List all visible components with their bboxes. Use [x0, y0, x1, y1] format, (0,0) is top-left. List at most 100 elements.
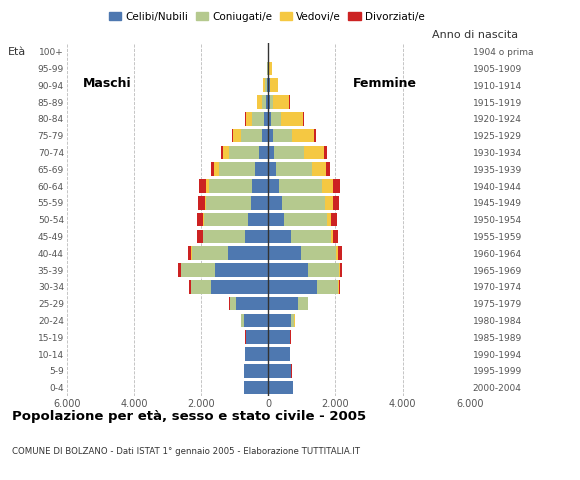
Bar — [303, 112, 304, 126]
Bar — [268, 229, 291, 243]
Bar — [236, 297, 268, 311]
Bar — [264, 112, 268, 126]
Text: Anno di nascita: Anno di nascita — [432, 30, 518, 40]
Bar — [312, 162, 326, 176]
Bar — [245, 112, 252, 126]
Bar — [252, 112, 264, 126]
Bar — [230, 297, 236, 311]
Bar — [269, 61, 272, 75]
Bar — [333, 196, 339, 210]
Bar — [292, 129, 314, 143]
Bar — [282, 196, 325, 210]
Bar — [197, 213, 203, 227]
Bar — [257, 95, 262, 109]
Bar — [281, 112, 303, 126]
Bar — [246, 330, 268, 344]
Bar — [276, 162, 312, 176]
Bar — [268, 313, 291, 327]
Bar — [241, 313, 244, 327]
Bar — [252, 179, 268, 193]
Bar — [211, 280, 268, 294]
Bar — [251, 196, 268, 210]
Bar — [267, 78, 268, 92]
Bar — [189, 280, 191, 294]
Bar — [273, 95, 289, 109]
Text: Femmine: Femmine — [353, 77, 417, 90]
Bar — [215, 162, 219, 176]
Text: Età: Età — [8, 47, 27, 57]
Bar — [324, 145, 327, 159]
Bar — [204, 213, 248, 227]
Bar — [268, 145, 274, 159]
Bar — [223, 145, 229, 159]
Bar — [268, 162, 276, 176]
Bar — [301, 246, 336, 260]
Bar — [206, 179, 209, 193]
Bar — [203, 213, 204, 227]
Bar — [291, 313, 295, 327]
Bar — [206, 196, 251, 210]
Bar — [204, 229, 245, 243]
Bar — [268, 364, 291, 378]
Bar — [241, 129, 262, 143]
Bar — [205, 196, 206, 210]
Bar — [331, 229, 333, 243]
Bar — [303, 145, 324, 159]
Bar — [268, 78, 270, 92]
Bar — [255, 162, 268, 176]
Bar — [336, 246, 338, 260]
Text: Popolazione per età, sesso e stato civile - 2005: Popolazione per età, sesso e stato civil… — [12, 410, 366, 423]
Bar — [268, 297, 298, 311]
Bar — [268, 196, 282, 210]
Bar — [268, 112, 271, 126]
Bar — [331, 213, 337, 227]
Bar — [326, 162, 329, 176]
Bar — [268, 129, 273, 143]
Bar — [233, 129, 241, 143]
Bar — [229, 145, 259, 159]
Bar — [268, 381, 293, 395]
Bar — [245, 229, 268, 243]
Bar — [269, 45, 270, 59]
Bar — [339, 280, 340, 294]
Bar — [325, 196, 333, 210]
Bar — [262, 95, 266, 109]
Bar — [244, 313, 268, 327]
Text: COMUNE DI BOLZANO - Dati ISTAT 1° gennaio 2005 - Elaborazione TUTTITALIA.IT: COMUNE DI BOLZANO - Dati ISTAT 1° gennai… — [12, 447, 360, 456]
Text: Maschi: Maschi — [83, 77, 132, 90]
Bar — [298, 297, 307, 311]
Legend: Celibi/Nubili, Coniugati/e, Vedovi/e, Divorziati/e: Celibi/Nubili, Coniugati/e, Vedovi/e, Di… — [104, 8, 429, 26]
Bar — [209, 179, 252, 193]
Bar — [273, 129, 292, 143]
Bar — [268, 213, 284, 227]
Bar — [228, 246, 268, 260]
Bar — [200, 179, 206, 193]
Bar — [270, 95, 273, 109]
Bar — [262, 129, 268, 143]
Bar — [338, 246, 342, 260]
Bar — [244, 381, 268, 395]
Bar — [248, 213, 268, 227]
Bar — [270, 78, 278, 92]
Bar — [268, 347, 290, 361]
Bar — [222, 145, 223, 159]
Bar — [178, 263, 181, 277]
Bar — [244, 364, 268, 378]
Bar — [284, 213, 327, 227]
Bar — [274, 145, 303, 159]
Bar — [259, 145, 268, 159]
Bar — [265, 78, 267, 92]
Bar — [188, 246, 191, 260]
Bar — [203, 229, 204, 243]
Bar — [263, 78, 265, 92]
Bar — [322, 179, 334, 193]
Bar — [268, 179, 280, 193]
Bar — [327, 213, 331, 227]
Bar — [268, 280, 317, 294]
Bar — [268, 330, 290, 344]
Bar — [197, 229, 203, 243]
Bar — [268, 246, 301, 260]
Bar — [271, 112, 281, 126]
Bar — [267, 61, 268, 75]
Bar — [198, 196, 205, 210]
